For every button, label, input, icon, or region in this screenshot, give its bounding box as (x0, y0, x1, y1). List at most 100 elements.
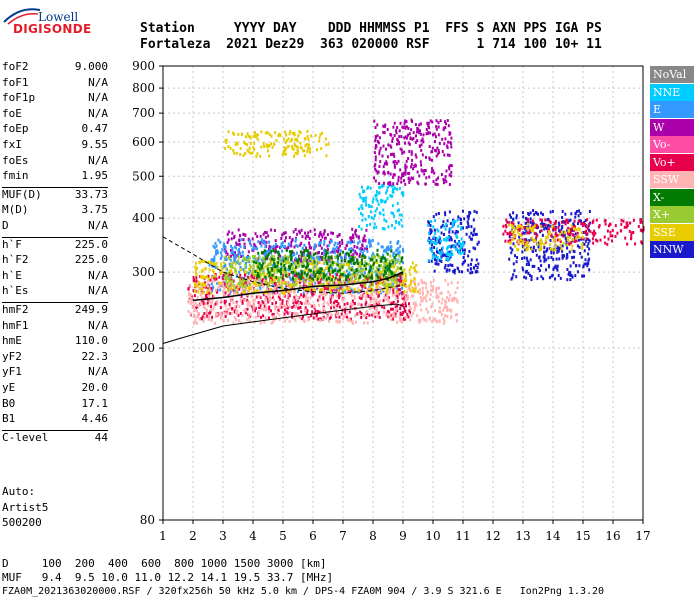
echo-point (470, 262, 472, 266)
logo-lowell: Lowell (38, 10, 79, 24)
echo-point (386, 258, 389, 262)
echo-point (402, 249, 405, 253)
echo-point (585, 232, 588, 236)
auto-label: Auto: (2, 485, 36, 498)
echo-point (447, 282, 450, 286)
echo-point (294, 239, 297, 243)
echo-point (597, 225, 600, 229)
echo-point (511, 222, 514, 226)
echo-point (286, 316, 289, 320)
echo-point (348, 256, 351, 260)
echo-point (289, 276, 292, 280)
echo-point (268, 295, 271, 299)
echo-point (338, 233, 341, 237)
echo-point (200, 317, 203, 321)
echo-point (527, 244, 530, 248)
echo-point (637, 225, 640, 228)
echo-point (434, 219, 437, 222)
echo-point (346, 280, 349, 283)
echo-point (540, 264, 543, 268)
echo-point (303, 149, 306, 153)
echo-point (300, 263, 303, 267)
echo-point (305, 259, 308, 263)
echo-point (214, 302, 217, 306)
echo-point (286, 261, 289, 264)
echo-point (386, 312, 389, 316)
echo-point (437, 148, 440, 152)
echo-point (327, 303, 330, 307)
echo-point (354, 255, 357, 259)
echo-point (358, 261, 361, 265)
echo-point (467, 225, 470, 228)
echo-point (274, 304, 277, 308)
echo-point (400, 148, 403, 152)
echo-point (239, 273, 242, 277)
echo-point (293, 274, 296, 277)
echo-point (337, 302, 340, 306)
echo-point (376, 248, 379, 252)
echo-point (440, 252, 443, 256)
echo-point (573, 219, 576, 223)
echo-point (226, 232, 229, 236)
echo-point (429, 131, 432, 135)
echo-point (471, 271, 474, 274)
echo-point (327, 266, 330, 270)
echo-point (244, 286, 247, 290)
echo-point (429, 241, 432, 245)
echo-point (258, 256, 261, 260)
echo-point (372, 288, 375, 292)
echo-point (346, 241, 349, 245)
echo-point (372, 267, 375, 270)
echo-point (247, 134, 250, 138)
legend-item: W (650, 118, 694, 136)
echo-point (320, 233, 323, 237)
echo-point (251, 151, 254, 155)
echo-point (260, 244, 263, 248)
echo-point (259, 301, 262, 305)
echo-point (571, 256, 574, 259)
echo-point (557, 249, 560, 253)
echo-point (374, 146, 377, 150)
echo-point (276, 244, 279, 248)
param-value: 249.9 (74, 303, 108, 316)
echo-point (371, 297, 374, 301)
echo-point (270, 273, 273, 277)
echo-point (319, 244, 322, 247)
param-name: foF2 (2, 60, 29, 73)
echo-point (246, 300, 249, 304)
echo-point (193, 321, 196, 325)
echo-point (385, 160, 388, 164)
echo-point (506, 220, 509, 224)
echo-point (193, 278, 195, 282)
echo-point (317, 275, 320, 279)
echo-point (390, 313, 393, 317)
echo-point (280, 284, 283, 288)
echo-point (506, 232, 509, 236)
echo-point (557, 274, 560, 277)
echo-point (452, 245, 455, 249)
echo-point (409, 318, 412, 322)
echo-point (271, 278, 274, 282)
echo-point (340, 255, 342, 259)
echo-point (399, 313, 402, 316)
echo-point (271, 302, 274, 305)
echo-point (259, 269, 262, 273)
echo-point (360, 315, 363, 319)
echo-point (554, 231, 557, 235)
echo-point (401, 224, 404, 228)
echo-point (349, 236, 352, 240)
echo-point (334, 241, 337, 245)
echo-point (396, 182, 399, 186)
echo-point (394, 312, 397, 316)
echo-point (414, 123, 417, 127)
echo-point (425, 307, 428, 311)
echo-point (278, 293, 281, 297)
echo-point (471, 237, 473, 241)
echo-point (448, 132, 451, 136)
echo-point (395, 314, 398, 318)
echo-point (343, 302, 346, 306)
echo-point (319, 270, 322, 274)
echo-point (319, 241, 322, 244)
echo-point (350, 247, 353, 251)
echo-point (396, 266, 399, 270)
